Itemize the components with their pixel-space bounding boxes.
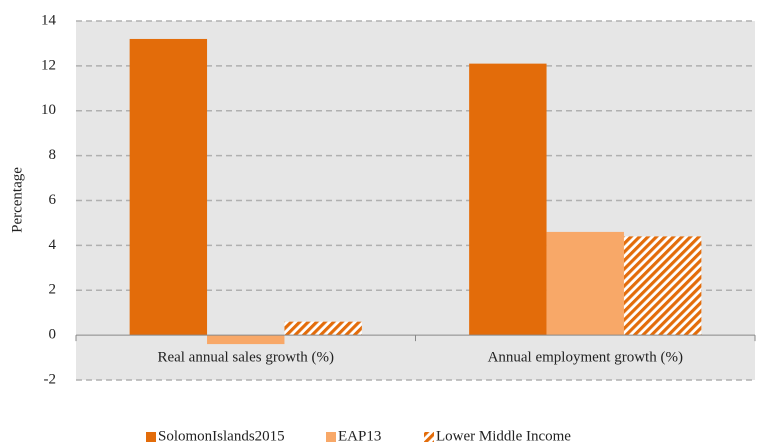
y-axis-label: Percentage <box>9 167 25 233</box>
y-tick-label: 2 <box>49 282 57 298</box>
bar <box>546 231 624 336</box>
bar <box>623 236 702 336</box>
y-tick-label: 14 <box>41 12 57 28</box>
bar <box>207 335 285 345</box>
legend-swatch <box>326 432 336 442</box>
y-tick-label: 10 <box>41 102 56 118</box>
bar <box>469 63 547 336</box>
legend-label: Lower Middle Income <box>436 428 571 444</box>
bar <box>129 38 208 336</box>
x-tick-label: Real annual sales growth (%) <box>157 350 334 366</box>
y-tick-label: 4 <box>49 237 57 253</box>
legend-label: EAP13 <box>338 428 381 444</box>
x-tick-label: Annual employment growth (%) <box>488 350 683 366</box>
legend-label: SolomonIslands2015 <box>158 428 285 444</box>
y-tick-label: 6 <box>49 192 57 208</box>
y-tick-label: 8 <box>49 147 57 163</box>
y-tick-label: 12 <box>41 57 56 73</box>
legend-swatch <box>424 432 434 442</box>
y-tick-label: 0 <box>49 327 57 343</box>
bar <box>284 321 362 336</box>
legend-swatch <box>146 432 156 442</box>
y-tick-label: -2 <box>44 371 57 387</box>
